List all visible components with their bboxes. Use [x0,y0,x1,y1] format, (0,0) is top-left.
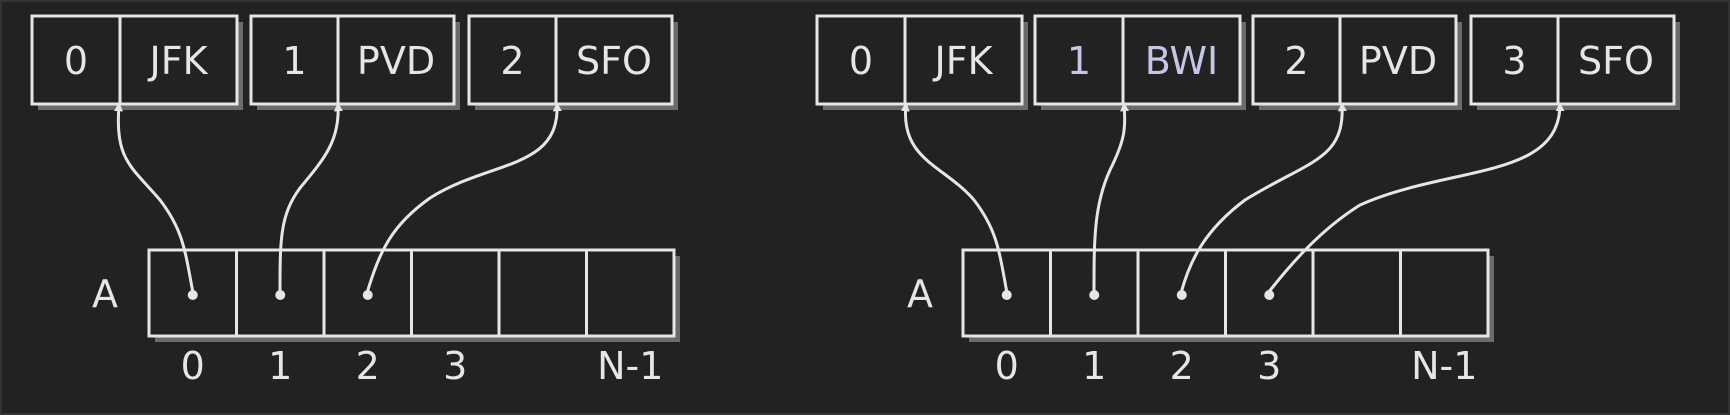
record-index: 2 [500,39,524,83]
record-index: 2 [1284,39,1308,83]
record-box: 2 PVD [1251,14,1462,110]
record-box: 3 SFO [1469,14,1680,110]
pointer-arrow [1266,102,1565,294]
pointer-arrow [900,102,1009,294]
pointer-dot [275,290,286,300]
pointer-arrow [114,102,195,294]
pointer-dot [1001,290,1012,300]
record-outline [1251,14,1458,106]
record-box: 1 PVD [249,14,460,110]
array-index-label: 0 [181,344,205,388]
record-code: BWI [1145,39,1219,83]
array-index-label: N-1 [597,344,663,388]
record-code: PVD [357,39,435,83]
array-index-label: 1 [268,344,292,388]
array-index-label: 3 [443,344,467,388]
record-index: 1 [282,39,306,83]
record-outline [1469,14,1676,106]
array-index-label: 0 [995,344,1019,388]
pointer-dot [1176,290,1187,300]
record-outline [815,14,1024,106]
record-outline [467,14,674,106]
record-code: SFO [576,39,652,83]
array-index-label: 3 [1257,344,1281,388]
array-index-label: 2 [1170,344,1194,388]
diagram-1: 0 JFK 1 PVD 2 SFO A 0 1 2 3 N-1 [30,14,680,388]
pointer-dot [1089,290,1100,300]
record-box: 2 SFO [467,14,678,110]
array-label: A [907,272,933,316]
record-box: 1 BWI [1033,14,1246,110]
pointer-arrow [1092,102,1130,294]
array-a: A 0 1 2 3 N-1 [907,248,1494,388]
pointer-dot [362,290,373,300]
record-code: JFK [933,39,994,83]
pointer-dot [1264,290,1275,300]
array-index-label: N-1 [1411,344,1477,388]
pointer-arrow [1179,102,1347,294]
array-label: A [92,272,118,316]
record-code: PVD [1359,39,1437,83]
record-outline [30,14,239,106]
record-code: SFO [1578,39,1654,83]
record-outline [249,14,456,106]
array-a: A 0 1 2 3 N-1 [92,248,680,388]
array-index-label: 1 [1082,344,1106,388]
pointer-arrow [365,102,562,294]
pointer-arrow [278,102,343,294]
record-code: JFK [148,39,209,83]
pointer-dot [187,290,198,300]
record-index: 0 [64,39,88,83]
diagram-2: 0 JFK 1 BWI 2 PVD 3 SFO A 0 1 2 3 N-1 [815,14,1680,388]
record-index: 1 [1067,39,1091,83]
record-outline [1033,14,1242,106]
record-box: 0 JFK [30,14,243,110]
record-index: 3 [1502,39,1526,83]
diagram-layer: 0 JFK 1 PVD 2 SFO A 0 1 2 3 N-1 0 JFK 1 BWI 2 PVD 3 SFO A 0 1 2… [30,14,1680,388]
record-box: 0 JFK [815,14,1028,110]
record-index: 0 [849,39,873,83]
array-index-label: 2 [356,344,380,388]
